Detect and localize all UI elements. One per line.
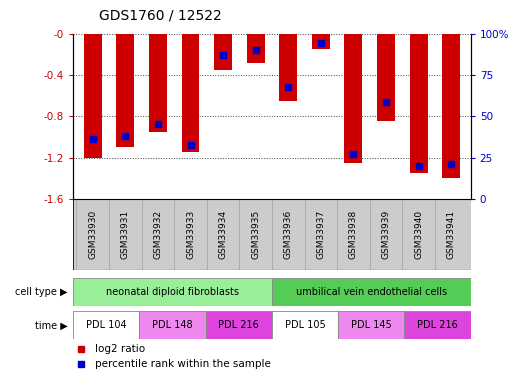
Text: GSM33939: GSM33939	[381, 209, 391, 259]
Text: GSM33941: GSM33941	[447, 209, 456, 259]
Bar	[149, 34, 167, 132]
Bar	[84, 34, 102, 158]
Bar	[442, 34, 460, 178]
Text: GSM33936: GSM33936	[284, 209, 293, 259]
Text: GSM33933: GSM33933	[186, 209, 195, 259]
Bar	[377, 34, 395, 122]
Text: GSM33934: GSM33934	[219, 209, 228, 259]
Text: PDL 145: PDL 145	[351, 320, 392, 330]
Bar	[272, 311, 338, 339]
Bar	[279, 34, 297, 101]
Text: GDS1760 / 12522: GDS1760 / 12522	[99, 9, 222, 22]
Bar	[247, 34, 265, 63]
Text: PDL 216: PDL 216	[417, 320, 458, 330]
Text: neonatal diploid fibroblasts: neonatal diploid fibroblasts	[106, 286, 239, 297]
Bar	[206, 311, 272, 339]
Text: GSM33940: GSM33940	[414, 209, 423, 259]
Text: umbilical vein endothelial cells: umbilical vein endothelial cells	[296, 286, 447, 297]
Text: GSM33937: GSM33937	[316, 209, 325, 259]
Bar	[73, 199, 471, 270]
Text: GSM33932: GSM33932	[153, 209, 163, 259]
Bar	[338, 311, 404, 339]
Text: PDL 148: PDL 148	[152, 320, 193, 330]
Bar	[410, 34, 427, 173]
Text: log2 ratio: log2 ratio	[95, 344, 145, 354]
Bar	[214, 34, 232, 70]
Text: GSM33930: GSM33930	[88, 209, 97, 259]
Text: time ▶: time ▶	[35, 320, 68, 330]
Bar	[272, 278, 471, 306]
Text: GSM33935: GSM33935	[251, 209, 260, 259]
Bar	[312, 34, 330, 49]
Bar	[181, 34, 199, 152]
Bar	[140, 311, 206, 339]
Text: GSM33938: GSM33938	[349, 209, 358, 259]
Text: PDL 216: PDL 216	[219, 320, 259, 330]
Text: GSM33931: GSM33931	[121, 209, 130, 259]
Text: cell type ▶: cell type ▶	[16, 286, 68, 297]
Bar	[345, 34, 362, 163]
Bar	[117, 34, 134, 147]
Text: percentile rank within the sample: percentile rank within the sample	[95, 359, 271, 369]
Bar	[73, 311, 140, 339]
Bar	[404, 311, 471, 339]
Text: PDL 104: PDL 104	[86, 320, 127, 330]
Text: PDL 105: PDL 105	[285, 320, 325, 330]
Bar	[73, 278, 272, 306]
